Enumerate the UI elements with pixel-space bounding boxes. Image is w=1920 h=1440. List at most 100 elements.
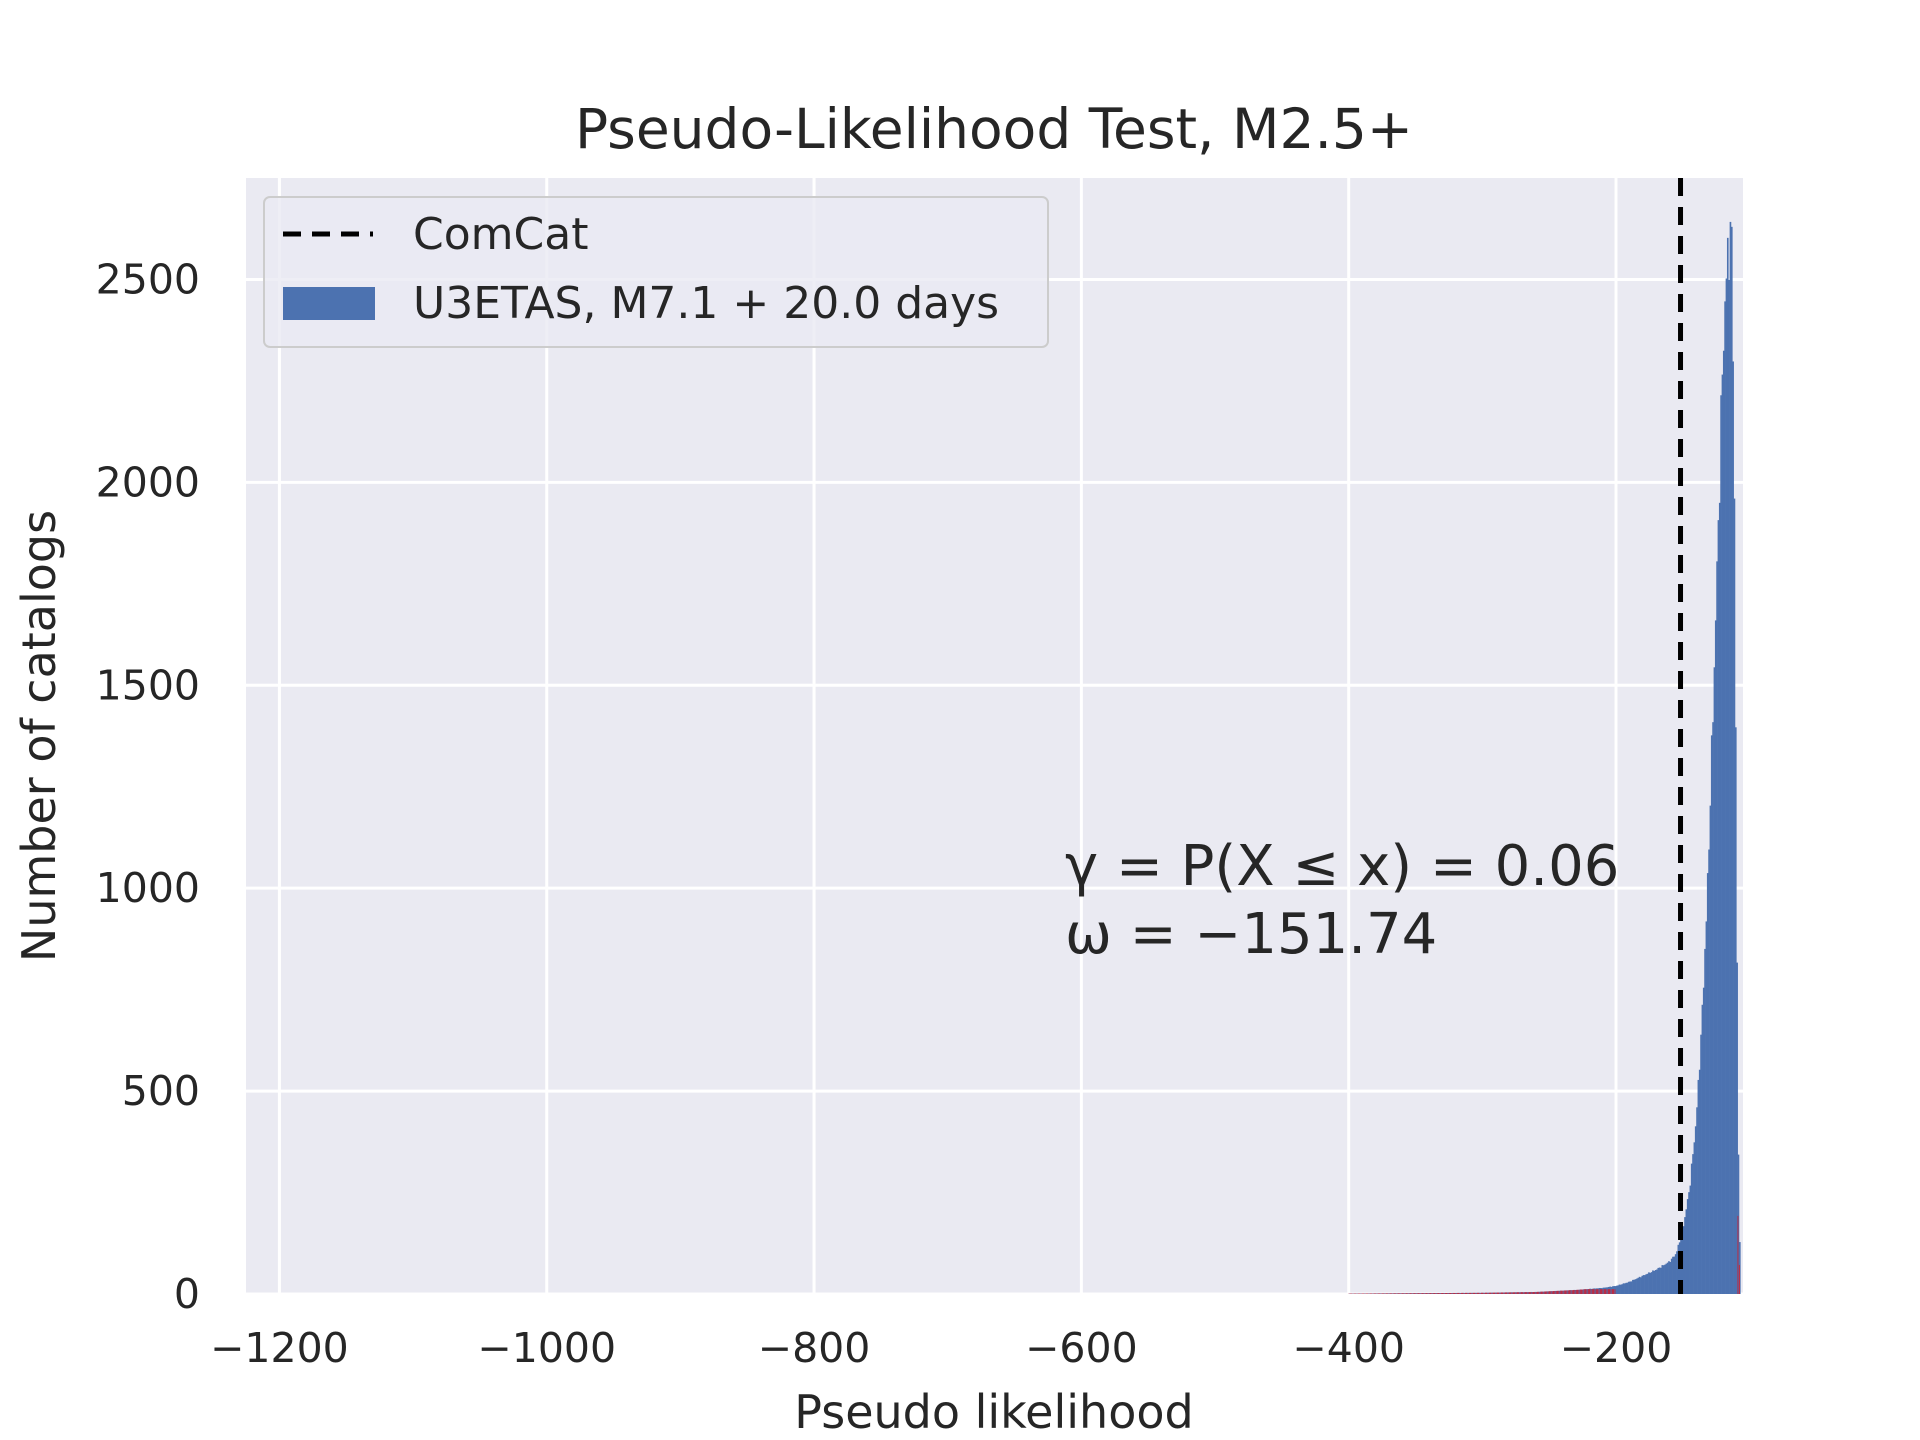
histogram-tail-bar [1420,1293,1422,1294]
histogram-bar [1479,1292,1482,1294]
histogram-tail-bar [1529,1292,1530,1294]
histogram-tail-bar [1376,1293,1378,1294]
histogram-tail-bar [1435,1293,1437,1294]
y-tick-label: 2500 [96,255,200,303]
histogram-tail-bar [1382,1293,1383,1294]
chart-title: Pseudo-Likelihood Test, M2.5+ [575,97,1413,161]
histogram-bar [1502,1292,1505,1294]
histogram-tail-bar [1591,1289,1593,1294]
histogram-bar [1388,1293,1391,1294]
x-tick-labels: −1200 −1000 −800 −600 −400 −200 [210,1324,1672,1372]
histogram-bar [1581,1289,1583,1294]
histogram-bar [1531,1292,1534,1294]
histogram-bar [1565,1290,1567,1294]
histogram-bar [1400,1293,1403,1294]
histogram-tail-bar [1422,1293,1423,1294]
histogram-tail-bar [1562,1290,1564,1294]
histogram-bar [1426,1293,1428,1294]
annotation-omega: ω = −151.74 [1065,902,1437,967]
histogram-bar [1718,502,1721,1295]
histogram-tail-bar [1597,1289,1598,1294]
histogram-tail-bar [1523,1292,1525,1294]
histogram-bar [1706,873,1709,1294]
histogram-bar [1383,1293,1386,1294]
histogram-bar [1503,1292,1506,1294]
histogram-bar [1439,1293,1442,1294]
histogram-bar [1408,1293,1411,1294]
histogram-tail-bar [1545,1291,1546,1294]
histogram-tail-bar [1455,1292,1457,1294]
histogram-bar [1537,1291,1539,1294]
histogram-tail-bar [1442,1293,1443,1294]
histogram-bar [1626,1282,1629,1294]
histogram-bar [1474,1292,1476,1294]
annotation-gamma: γ = P(X ≤ x) = 0.06 [1065,834,1619,899]
histogram-bar [1566,1290,1569,1294]
histogram-tail-bar [1737,1215,1739,1294]
histogram-tail-bar [1542,1291,1544,1294]
histogram-bar [1403,1293,1406,1294]
y-tick-label: 2000 [96,458,200,506]
histogram-bar [1632,1279,1634,1294]
histogram-bar [1713,667,1716,1294]
histogram-tail-bar [1586,1289,1588,1294]
histogram-bar [1460,1292,1463,1294]
histogram-bar [1575,1289,1578,1294]
x-tick-label: −1200 [210,1324,349,1372]
histogram-bar [1605,1287,1607,1294]
histogram-tail-bar [1554,1290,1556,1294]
histogram-tail-bar [1595,1289,1597,1294]
histogram-bar [1557,1290,1559,1294]
histogram-bar [1640,1277,1642,1294]
histogram-tail-bar [1566,1290,1568,1294]
y-tick-label: 1500 [96,661,200,709]
histogram-bar [1470,1292,1472,1294]
histogram-bar [1545,1291,1547,1294]
histogram-tail-bar [1567,1290,1569,1294]
histogram-bar [1507,1292,1510,1294]
legend-hist-swatch [283,287,375,320]
histogram-bar [1674,1254,1677,1294]
histogram-tail-bar [1543,1291,1545,1294]
histogram-bar [1384,1293,1387,1294]
histogram-bar [1570,1290,1573,1294]
histogram-tail-bar [1577,1289,1578,1294]
histogram-bar [1684,1217,1686,1294]
histogram-bar [1443,1293,1446,1294]
histogram-tail-bar [1396,1293,1398,1294]
histogram-bar [1736,962,1738,1294]
legend-comcat-label: ComCat [413,209,588,260]
histogram-bar [1729,221,1732,1294]
histogram-tail-bar [1547,1291,1549,1294]
histogram-tail-bar [1551,1291,1553,1294]
histogram-tail-bar [1444,1293,1446,1294]
histogram-tail-bar [1427,1293,1429,1294]
histogram-tail-bar [1571,1290,1573,1294]
histogram-bar [1529,1292,1531,1294]
histogram-bar [1392,1293,1395,1294]
histogram-bar [1622,1283,1625,1294]
histogram-bar [1478,1292,1480,1294]
histogram-tail-bar [1563,1290,1565,1294]
histogram-bar [1599,1288,1602,1294]
histogram-tail-bar [1379,1293,1381,1294]
histogram-bar [1562,1290,1565,1294]
histogram-tail-bar [1368,1293,1370,1294]
histogram-tail-bar [1395,1293,1397,1294]
histogram-tail-bar [1589,1289,1590,1294]
histogram-bar [1467,1292,1470,1294]
histogram-tail-bar [1530,1292,1532,1294]
histogram-bar [1482,1292,1484,1294]
histogram-bar [1464,1292,1467,1294]
histogram-bar [1533,1292,1535,1294]
histogram-bar [1412,1293,1415,1294]
histogram-tail-bar [1550,1291,1552,1294]
histogram-tail-bar [1582,1289,1584,1294]
histogram-bar [1732,361,1734,1294]
histogram-bar [1530,1291,1533,1294]
histogram-bar [1390,1293,1392,1294]
histogram-tail-bar [1517,1292,1518,1294]
histogram-tail-bar [1518,1292,1520,1294]
histogram-bar [1724,301,1726,1294]
histogram-bar [1554,1290,1557,1294]
